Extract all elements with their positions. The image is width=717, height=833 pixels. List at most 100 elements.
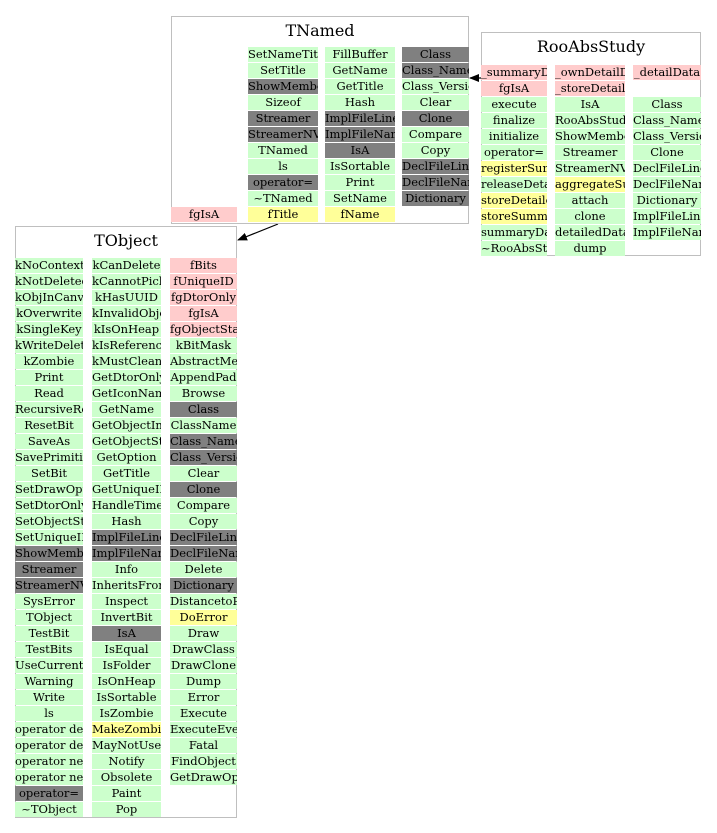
tnamed-member-0-9[interactable]: ~TNamed xyxy=(248,191,318,206)
tobject-member-0-29[interactable]: operator delete xyxy=(15,722,83,737)
tobject-member-2-17[interactable]: DeclFileLine xyxy=(170,530,237,545)
tobject-member-0-14[interactable]: SetDrawOption xyxy=(15,482,83,497)
tobject-member-0-26[interactable]: Warning xyxy=(15,674,83,689)
tobject-member-1-32[interactable]: Obsolete xyxy=(92,770,161,785)
tobject-member-2-31[interactable]: FindObject xyxy=(170,754,237,769)
tnamed-member-0-10[interactable]: fTitle xyxy=(248,207,318,222)
rooabsstudy-member-1-8[interactable]: attach xyxy=(555,193,625,208)
tnamed-member-2-7[interactable]: DeclFileLine xyxy=(402,159,469,174)
tobject-member-0-28[interactable]: ls xyxy=(15,706,83,721)
tobject-member-1-34[interactable]: Pop xyxy=(92,802,161,817)
tobject-member-0-27[interactable]: Write xyxy=(15,690,83,705)
tobject-member-1-16[interactable]: Hash xyxy=(92,514,161,529)
tnamed-member-0-2[interactable]: ShowMembers xyxy=(248,79,318,94)
tnamed-member-1-8[interactable]: Print xyxy=(325,175,395,190)
tnamed-member-1-4[interactable]: ImplFileLine xyxy=(325,111,395,126)
tobject-member-0-31[interactable]: operator new xyxy=(15,754,83,769)
tobject-member-0-12[interactable]: SavePrimitive xyxy=(15,450,83,465)
tobject-member-2-11[interactable]: Class_Name xyxy=(170,434,237,449)
tobject-member-0-7[interactable]: Print xyxy=(15,370,83,385)
rooabsstudy-member-1-2[interactable]: IsA xyxy=(555,97,625,112)
tnamed-member-1-10[interactable]: fName xyxy=(325,207,395,222)
tobject-member-0-4[interactable]: kSingleKey xyxy=(15,322,83,337)
tobject-member-0-0[interactable]: kNoContextMenu xyxy=(15,258,83,273)
tobject-member-2-23[interactable]: Draw xyxy=(170,626,237,641)
tobject-member-0-15[interactable]: SetDtorOnly xyxy=(15,498,83,513)
rooabsstudy-member-2-0[interactable]: _detailData xyxy=(633,65,701,80)
rooabsstudy-member-1-6[interactable]: StreamerNVirtual xyxy=(555,161,625,176)
tobject-member-1-1[interactable]: kCannotPick xyxy=(92,274,161,289)
member-cell[interactable]: fgIsA xyxy=(171,207,237,222)
tnamed-member-0-4[interactable]: Streamer xyxy=(248,111,318,126)
tobject-member-1-24[interactable]: IsEqual xyxy=(92,642,161,657)
tobject-member-0-33[interactable]: operator= xyxy=(15,786,83,801)
tobject-member-1-8[interactable]: GetIconName xyxy=(92,386,161,401)
rooabsstudy-member-2-3[interactable]: Class_Name xyxy=(633,113,701,128)
tobject-member-1-17[interactable]: ImplFileLine xyxy=(92,530,161,545)
tnamed-member-1-5[interactable]: ImplFileName xyxy=(325,127,395,142)
rooabsstudy-member-1-9[interactable]: clone xyxy=(555,209,625,224)
tobject-member-2-21[interactable]: DistancetoPrimitive xyxy=(170,594,237,609)
rooabsstudy-member-2-2[interactable]: Class xyxy=(633,97,701,112)
tobject-member-2-25[interactable]: DrawClone xyxy=(170,658,237,673)
tnamed-member-1-0[interactable]: FillBuffer xyxy=(325,47,395,62)
tnamed-member-0-0[interactable]: SetNameTitle xyxy=(248,47,318,62)
rooabsstudy-member-0-5[interactable]: operator= xyxy=(481,145,547,160)
tobject-member-0-10[interactable]: ResetBit xyxy=(15,418,83,433)
tobject-member-1-6[interactable]: kMustCleanup xyxy=(92,354,161,369)
tnamed-member-1-2[interactable]: GetTitle xyxy=(325,79,395,94)
tobject-member-2-19[interactable]: Delete xyxy=(170,562,237,577)
tobject-member-2-5[interactable]: kBitMask xyxy=(170,338,237,353)
tnamed-member-0-8[interactable]: operator= xyxy=(248,175,318,190)
tnamed-member-2-3[interactable]: Clear xyxy=(402,95,469,110)
rooabsstudy-member-0-1[interactable]: fgIsA xyxy=(481,81,547,96)
tobject-member-1-3[interactable]: kInvalidObject xyxy=(92,306,161,321)
rooabsstudy-member-0-9[interactable]: storeSummaryOutput xyxy=(481,209,547,224)
tobject-member-0-32[interactable]: operator new[] xyxy=(15,770,83,785)
tobject-member-1-14[interactable]: GetUniqueID xyxy=(92,482,161,497)
tobject-member-1-21[interactable]: Inspect xyxy=(92,594,161,609)
rooabsstudy-member-0-4[interactable]: initialize xyxy=(481,129,547,144)
tobject-member-1-15[interactable]: HandleTimer xyxy=(92,498,161,513)
tobject-member-1-11[interactable]: GetObjectStat xyxy=(92,434,161,449)
tobject-member-0-2[interactable]: kObjInCanvas xyxy=(15,290,83,305)
rooabsstudy-member-1-1[interactable]: _storeDetails xyxy=(555,81,625,96)
tobject-member-0-30[interactable]: operator delete[] xyxy=(15,738,83,753)
tobject-member-2-22[interactable]: DoError xyxy=(170,610,237,625)
tobject-member-2-24[interactable]: DrawClass xyxy=(170,642,237,657)
tobject-member-2-7[interactable]: AppendPad xyxy=(170,370,237,385)
tobject-member-1-20[interactable]: InheritsFrom xyxy=(92,578,161,593)
tnamed-member-1-3[interactable]: Hash xyxy=(325,95,395,110)
rooabsstudy-member-1-4[interactable]: ShowMembers xyxy=(555,129,625,144)
tnamed-member-0-6[interactable]: TNamed xyxy=(248,143,318,158)
tnamed-member-2-2[interactable]: Class_Version xyxy=(402,79,469,94)
tobject-member-0-23[interactable]: TestBit xyxy=(15,626,83,641)
tobject-member-2-18[interactable]: DeclFileName xyxy=(170,546,237,561)
tobject-member-0-18[interactable]: ShowMembers xyxy=(15,546,83,561)
tobject-member-2-3[interactable]: fgIsA xyxy=(170,306,237,321)
tobject-member-0-13[interactable]: SetBit xyxy=(15,466,83,481)
tobject-member-2-26[interactable]: Dump xyxy=(170,674,237,689)
tnamed-member-2-5[interactable]: Compare xyxy=(402,127,469,142)
tobject-member-1-4[interactable]: kIsOnHeap xyxy=(92,322,161,337)
tnamed-member-2-1[interactable]: Class_Name xyxy=(402,63,469,78)
tobject-member-2-32[interactable]: GetDrawOption xyxy=(170,770,237,785)
tobject-member-0-19[interactable]: Streamer xyxy=(15,562,83,577)
tnamed-member-1-9[interactable]: SetName xyxy=(325,191,395,206)
tobject-member-2-28[interactable]: Execute xyxy=(170,706,237,721)
rooabsstudy-member-2-7[interactable]: DeclFileName xyxy=(633,177,701,192)
tobject-member-0-6[interactable]: kZombie xyxy=(15,354,83,369)
tobject-member-0-1[interactable]: kNotDeleted xyxy=(15,274,83,289)
tobject-member-0-8[interactable]: Read xyxy=(15,386,83,401)
tobject-member-2-1[interactable]: fUniqueID xyxy=(170,274,237,289)
tobject-member-1-12[interactable]: GetOption xyxy=(92,450,161,465)
tobject-member-2-2[interactable]: fgDtorOnly xyxy=(170,290,237,305)
tobject-member-0-25[interactable]: UseCurrentStyle xyxy=(15,658,83,673)
tobject-member-1-27[interactable]: IsSortable xyxy=(92,690,161,705)
tobject-member-1-18[interactable]: ImplFileName xyxy=(92,546,161,561)
rooabsstudy-member-1-0[interactable]: _ownDetailData xyxy=(555,65,625,80)
tobject-member-0-17[interactable]: SetUniqueID xyxy=(15,530,83,545)
tobject-member-1-28[interactable]: IsZombie xyxy=(92,706,161,721)
tnamed-member-2-4[interactable]: Clone xyxy=(402,111,469,126)
tobject-member-1-2[interactable]: kHasUUID xyxy=(92,290,161,305)
